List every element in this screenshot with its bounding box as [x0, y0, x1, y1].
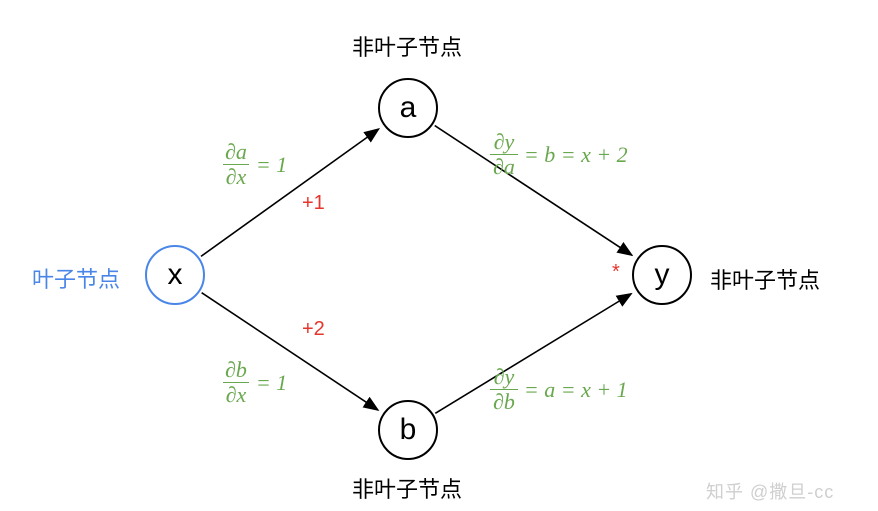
edge-op-multiply: *	[612, 261, 620, 284]
deriv-num: ∂b	[222, 358, 250, 382]
edge-op-plus2: +2	[302, 318, 325, 341]
node-b: b	[378, 400, 438, 460]
nonleaf-label-a: 非叶子节点	[352, 30, 462, 62]
nonleaf-label-y: 非叶子节点	[710, 263, 820, 295]
deriv-rhs: = 1	[256, 152, 287, 178]
node-a: a	[378, 78, 438, 138]
edges-layer	[0, 0, 878, 511]
deriv-rhs: = 1	[256, 370, 287, 396]
deriv-rhs: = a = x + 1	[524, 377, 628, 403]
node-y-label: y	[655, 258, 670, 292]
deriv-den: ∂x	[223, 382, 250, 407]
computation-graph: x a b y 叶子节点 非叶子节点 非叶子节点 非叶子节点 +1 +2 * ∂…	[0, 0, 878, 511]
deriv-num: ∂a	[222, 140, 250, 164]
node-a-label: a	[400, 91, 417, 125]
deriv-num: ∂y	[491, 365, 518, 389]
derivative-da-dx: ∂a∂x = 1	[222, 140, 287, 189]
node-y: y	[632, 245, 692, 305]
leaf-label-x: 叶子节点	[32, 262, 120, 294]
edge-op-plus1: +1	[302, 192, 325, 215]
deriv-den: ∂b	[490, 389, 518, 414]
deriv-num: ∂y	[491, 130, 518, 154]
watermark: 知乎 @撒旦-cc	[706, 478, 834, 504]
derivative-dy-db: ∂y∂b = a = x + 1	[490, 365, 628, 414]
deriv-den: ∂a	[490, 154, 518, 179]
deriv-den: ∂x	[223, 164, 250, 189]
nonleaf-label-b: 非叶子节点	[352, 472, 462, 504]
node-b-label: b	[400, 413, 417, 447]
node-x: x	[145, 245, 205, 305]
deriv-rhs: = b = x + 2	[524, 142, 628, 168]
node-x-label: x	[168, 258, 183, 292]
derivative-dy-da: ∂y∂a = b = x + 2	[490, 130, 628, 179]
derivative-db-dx: ∂b∂x = 1	[222, 358, 287, 407]
